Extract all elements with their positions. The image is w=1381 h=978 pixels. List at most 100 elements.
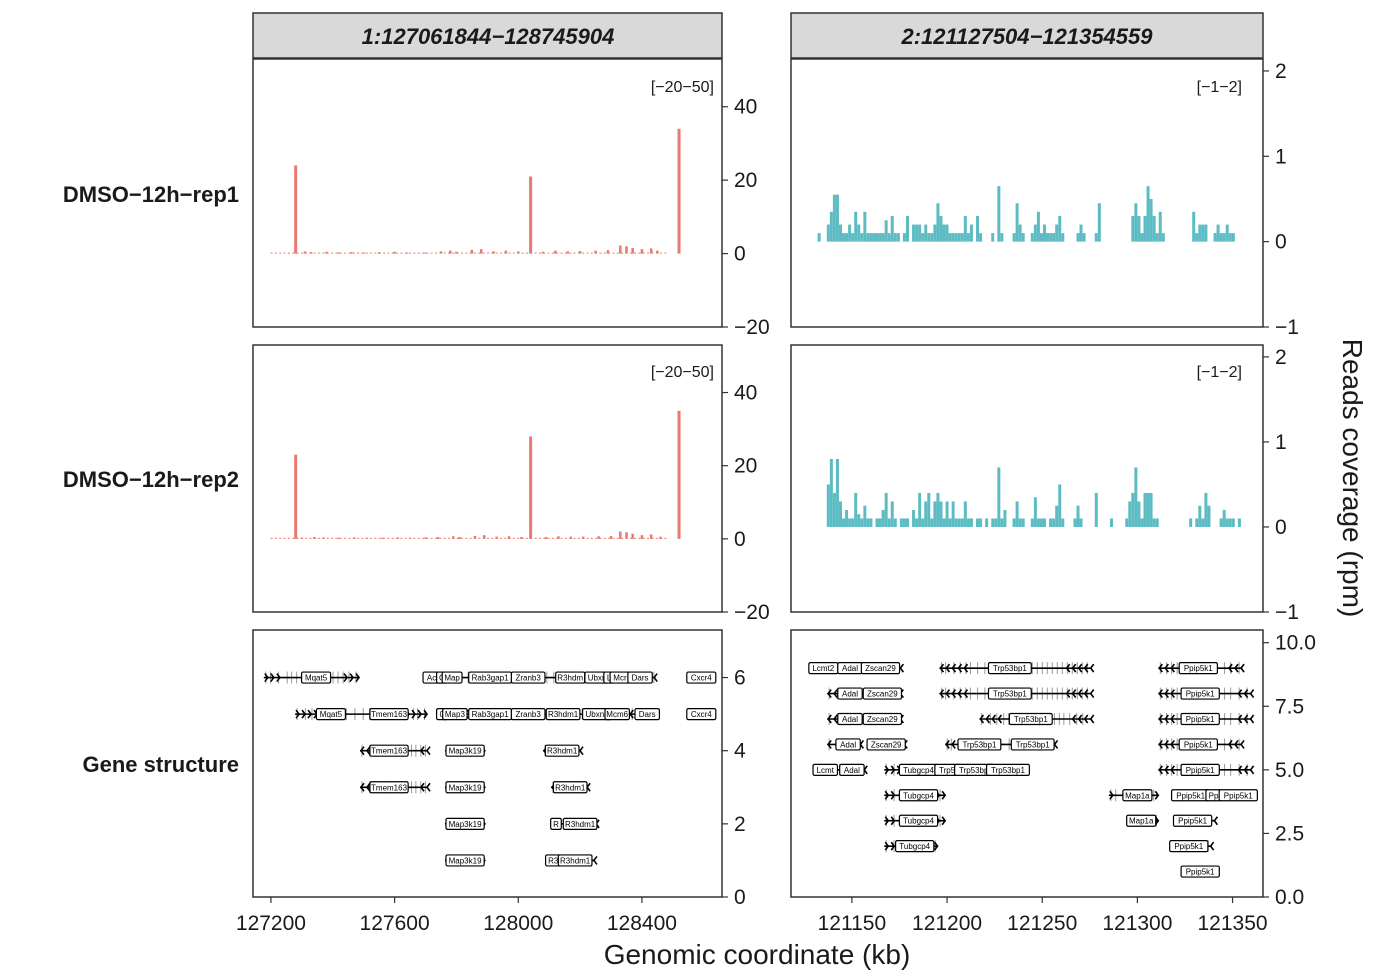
coverage-bar bbox=[1033, 224, 1037, 242]
coverage-bar bbox=[979, 233, 983, 242]
coverage-bar bbox=[677, 410, 681, 539]
coverage-bar bbox=[554, 250, 557, 254]
coverage-bar bbox=[616, 252, 619, 254]
gene-transcript: R3hdm1 bbox=[542, 744, 584, 757]
coverage-bar bbox=[470, 249, 474, 254]
coverage-bar bbox=[1131, 492, 1135, 527]
coverage-bar bbox=[951, 501, 955, 527]
coverage-bar bbox=[348, 252, 351, 254]
gene-transcript: Trp53bp1 Trp53bp1 bbox=[945, 738, 1059, 751]
coverage-bar bbox=[1079, 224, 1083, 242]
gene-transcript: R3 R3hdm1 bbox=[544, 854, 598, 867]
coverage-bar bbox=[590, 252, 593, 254]
gene-label: R3hdm1 bbox=[565, 820, 596, 829]
coverage-bar bbox=[478, 537, 481, 539]
coverage-bar bbox=[551, 252, 554, 254]
strip-title-1: 1:127061844−128745904 bbox=[362, 24, 615, 49]
row-label-rep2: DMSO−12h−rep2 bbox=[63, 467, 239, 492]
y-tick-label: 1 bbox=[1275, 145, 1287, 168]
gene-label: Adal bbox=[842, 715, 858, 724]
chevron-left-icon bbox=[939, 663, 945, 673]
gene-label: Mqat5 bbox=[320, 710, 343, 719]
chevron-left-icon bbox=[963, 663, 969, 673]
chevron-right-icon bbox=[355, 673, 361, 683]
chevron-left-icon bbox=[979, 714, 985, 724]
chevron-left-icon bbox=[951, 739, 956, 749]
coverage-bar bbox=[845, 233, 849, 242]
coverage-bar bbox=[1033, 497, 1037, 527]
x-tick-label: 121200 bbox=[912, 912, 982, 935]
chevron-right-icon bbox=[417, 709, 423, 719]
coverage-bar bbox=[638, 252, 641, 254]
gene-label: Tmem163 bbox=[371, 747, 408, 756]
gene-label-box bbox=[627, 671, 653, 684]
coverage-bar bbox=[504, 250, 508, 254]
coverage-bar bbox=[829, 211, 833, 242]
coverage-bar bbox=[826, 224, 830, 242]
gene-label: Trp5 bbox=[939, 766, 956, 775]
coverage-bar bbox=[353, 537, 356, 539]
gene-transcript: Ppip5k1 bbox=[1158, 763, 1255, 776]
coverage-bar bbox=[884, 492, 888, 527]
coverage-bar bbox=[1137, 216, 1141, 242]
gene-transcript: Ppip5k1 bbox=[1172, 814, 1219, 827]
gene-transcript: Cxcr4 bbox=[686, 671, 717, 684]
y-tick-label: 5.0 bbox=[1275, 759, 1304, 782]
coverage-bar bbox=[357, 252, 360, 254]
coverage-bar bbox=[455, 251, 458, 254]
coverage-bar bbox=[1161, 233, 1165, 242]
gene-label: Trp53bp1 bbox=[991, 766, 1026, 775]
coverage-bar bbox=[848, 518, 852, 527]
coverage-bar bbox=[619, 245, 622, 254]
coverage-bar bbox=[529, 176, 533, 254]
gene-label-box bbox=[957, 738, 1002, 751]
chevron-left-icon bbox=[1077, 714, 1083, 724]
coverage-bar bbox=[842, 233, 846, 242]
coverage-bar bbox=[1012, 518, 1016, 527]
coverage-bar bbox=[405, 252, 409, 254]
coverage-bar bbox=[997, 186, 1001, 242]
chevron-left-icon bbox=[1089, 663, 1095, 673]
coverage-bar bbox=[933, 224, 937, 242]
coverage-bar bbox=[1143, 216, 1147, 242]
coverage-bar bbox=[350, 252, 353, 254]
coverage-bar bbox=[1000, 518, 1004, 527]
panel-r2-c1 bbox=[252, 344, 723, 613]
coverage-bar bbox=[927, 233, 931, 242]
coverage-bar bbox=[640, 535, 644, 539]
gene-label: Lcmt bbox=[817, 766, 835, 775]
y-tick-label: 0 bbox=[734, 243, 746, 266]
chevron-left-icon bbox=[1249, 689, 1255, 699]
range-label-rep2-col1: [−20−50] bbox=[651, 364, 714, 381]
gene-label-box bbox=[987, 687, 1032, 700]
chevron-right-icon bbox=[884, 816, 890, 826]
coverage-bar bbox=[1228, 518, 1232, 527]
x-tick-label: 127200 bbox=[236, 912, 306, 935]
coverage-bar bbox=[664, 252, 667, 254]
coverage-bar bbox=[930, 518, 934, 527]
range-label-rep1-col1: [−20−50] bbox=[651, 79, 714, 96]
coverage-bar bbox=[483, 535, 486, 539]
gene-label-box bbox=[987, 662, 1032, 675]
coverage-bar bbox=[318, 252, 321, 254]
gene-label: Tubgcp4 bbox=[899, 842, 930, 851]
coverage-bar bbox=[1198, 505, 1202, 527]
coverage-bar bbox=[866, 518, 870, 527]
x-tick-label: 121350 bbox=[1198, 912, 1268, 935]
y-tick-label: 1 bbox=[1275, 431, 1287, 454]
coverage-bar bbox=[547, 537, 550, 539]
gene-label: Ubxn bbox=[588, 674, 607, 683]
chevron-right-icon bbox=[941, 790, 947, 800]
chevron-right-icon bbox=[933, 841, 939, 851]
chevron-left-icon bbox=[991, 714, 997, 724]
coverage-bar bbox=[325, 251, 328, 254]
chevron-left-icon bbox=[1158, 714, 1163, 724]
coverage-bar bbox=[439, 251, 443, 254]
coverage-bar bbox=[887, 518, 891, 527]
coverage-bar bbox=[1073, 518, 1077, 527]
coverage-bar bbox=[422, 537, 425, 539]
gene-label: Ppip5k1 bbox=[1178, 817, 1207, 826]
coverage-bar bbox=[872, 233, 876, 242]
chevron-left-icon bbox=[1164, 663, 1169, 673]
coverage-bar bbox=[534, 252, 537, 254]
